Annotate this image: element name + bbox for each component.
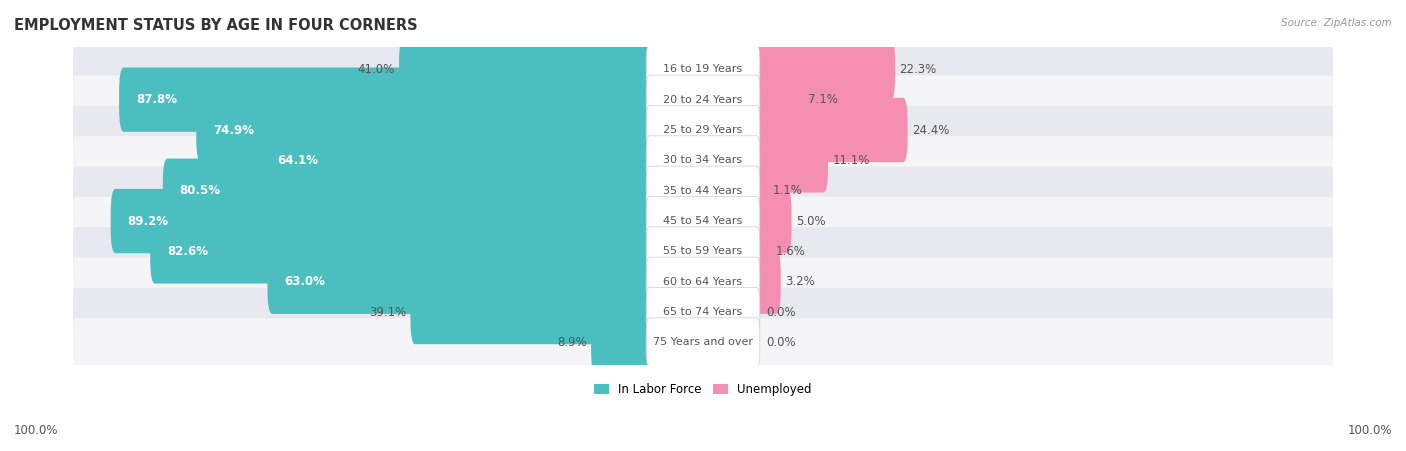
Text: 75 Years and over: 75 Years and over	[652, 337, 754, 347]
FancyBboxPatch shape	[150, 219, 654, 284]
Text: 100.0%: 100.0%	[14, 424, 59, 437]
Text: 65 to 74 Years: 65 to 74 Years	[664, 307, 742, 317]
FancyBboxPatch shape	[267, 249, 654, 314]
FancyBboxPatch shape	[647, 45, 759, 94]
FancyBboxPatch shape	[647, 75, 759, 124]
FancyBboxPatch shape	[591, 310, 654, 375]
Text: 82.6%: 82.6%	[167, 245, 208, 258]
FancyBboxPatch shape	[647, 106, 759, 155]
Text: 3.2%: 3.2%	[785, 275, 814, 288]
FancyBboxPatch shape	[73, 258, 1333, 306]
FancyBboxPatch shape	[647, 257, 759, 306]
Text: 8.9%: 8.9%	[557, 336, 586, 349]
FancyBboxPatch shape	[73, 318, 1333, 367]
Text: 22.3%: 22.3%	[900, 63, 936, 76]
Text: Source: ZipAtlas.com: Source: ZipAtlas.com	[1281, 18, 1392, 28]
FancyBboxPatch shape	[73, 227, 1333, 276]
FancyBboxPatch shape	[262, 128, 654, 193]
FancyBboxPatch shape	[163, 159, 654, 223]
FancyBboxPatch shape	[111, 189, 654, 253]
FancyBboxPatch shape	[647, 136, 759, 185]
FancyBboxPatch shape	[647, 287, 759, 336]
FancyBboxPatch shape	[752, 159, 768, 223]
Text: 20 to 24 Years: 20 to 24 Years	[664, 95, 742, 105]
FancyBboxPatch shape	[752, 37, 896, 101]
Text: 60 to 64 Years: 60 to 64 Years	[664, 277, 742, 287]
FancyBboxPatch shape	[73, 106, 1333, 154]
FancyBboxPatch shape	[73, 166, 1333, 215]
Text: 16 to 19 Years: 16 to 19 Years	[664, 64, 742, 74]
FancyBboxPatch shape	[647, 166, 759, 215]
FancyBboxPatch shape	[411, 280, 654, 344]
Text: 5.0%: 5.0%	[796, 215, 825, 228]
Text: 89.2%: 89.2%	[128, 215, 169, 228]
FancyBboxPatch shape	[73, 45, 1333, 94]
FancyBboxPatch shape	[197, 98, 654, 162]
Text: 7.1%: 7.1%	[808, 93, 838, 106]
Text: 64.1%: 64.1%	[277, 154, 319, 167]
FancyBboxPatch shape	[752, 128, 828, 193]
FancyBboxPatch shape	[647, 318, 759, 367]
Text: 25 to 29 Years: 25 to 29 Years	[664, 125, 742, 135]
FancyBboxPatch shape	[752, 219, 772, 284]
FancyBboxPatch shape	[399, 37, 654, 101]
FancyBboxPatch shape	[647, 227, 759, 276]
FancyBboxPatch shape	[120, 68, 654, 132]
FancyBboxPatch shape	[73, 75, 1333, 124]
FancyBboxPatch shape	[752, 189, 792, 253]
Text: 11.1%: 11.1%	[832, 154, 869, 167]
Legend: In Labor Force, Unemployed: In Labor Force, Unemployed	[589, 378, 817, 400]
Text: 30 to 34 Years: 30 to 34 Years	[664, 155, 742, 166]
Text: 100.0%: 100.0%	[1347, 424, 1392, 437]
Text: 87.8%: 87.8%	[136, 93, 177, 106]
Text: 0.0%: 0.0%	[766, 336, 796, 349]
Text: 74.9%: 74.9%	[214, 124, 254, 137]
Text: 41.0%: 41.0%	[357, 63, 395, 76]
Text: 45 to 54 Years: 45 to 54 Years	[664, 216, 742, 226]
FancyBboxPatch shape	[73, 288, 1333, 336]
Text: EMPLOYMENT STATUS BY AGE IN FOUR CORNERS: EMPLOYMENT STATUS BY AGE IN FOUR CORNERS	[14, 18, 418, 33]
Text: 24.4%: 24.4%	[912, 124, 949, 137]
FancyBboxPatch shape	[73, 136, 1333, 184]
FancyBboxPatch shape	[752, 98, 908, 162]
Text: 1.6%: 1.6%	[775, 245, 806, 258]
Text: 80.5%: 80.5%	[180, 184, 221, 197]
Text: 0.0%: 0.0%	[766, 306, 796, 318]
Text: 39.1%: 39.1%	[368, 306, 406, 318]
Text: 1.1%: 1.1%	[772, 184, 803, 197]
Text: 63.0%: 63.0%	[284, 275, 325, 288]
Text: 35 to 44 Years: 35 to 44 Years	[664, 186, 742, 196]
Text: 55 to 59 Years: 55 to 59 Years	[664, 246, 742, 257]
FancyBboxPatch shape	[647, 197, 759, 246]
FancyBboxPatch shape	[752, 68, 804, 132]
FancyBboxPatch shape	[752, 249, 780, 314]
FancyBboxPatch shape	[73, 197, 1333, 245]
